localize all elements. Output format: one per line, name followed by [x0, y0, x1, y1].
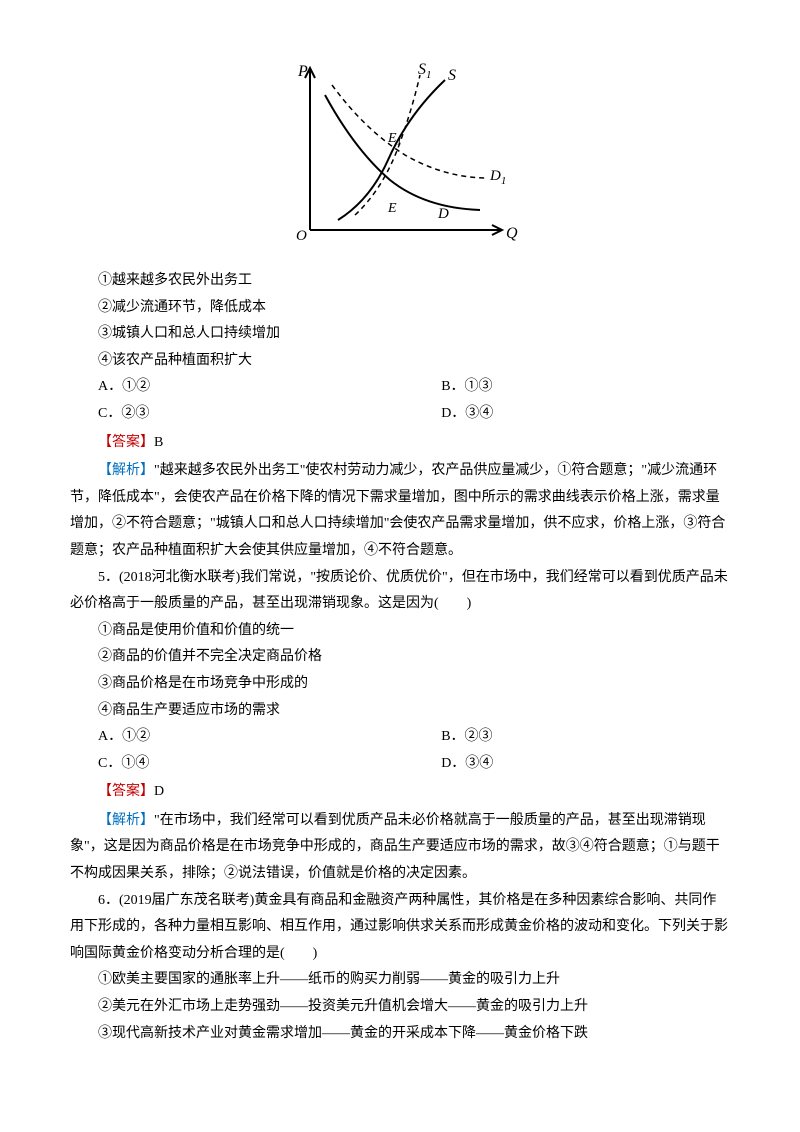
q5-answer: D	[154, 784, 164, 799]
axis-q-label: Q	[506, 225, 518, 242]
svg-text:E1: E1	[387, 131, 402, 148]
q4-answer: B	[154, 435, 163, 450]
q4-answer-label: 【答案】	[98, 433, 154, 449]
s-label: S	[448, 67, 456, 84]
q4-option4: ④该农产品种植面积扩大	[70, 348, 730, 375]
q5-explanation: "在市场中，我们经常可以看到优质产品未必价格就高于一般质量的产品，甚至出现滞销现…	[70, 813, 720, 881]
e-label: E	[387, 201, 397, 216]
q4-choice-a: A．①②	[70, 374, 413, 401]
q5-option2: ②商品的价值并不完全决定商品价格	[70, 644, 730, 671]
q6-option3: ③现代高新技术产业对黄金需求增加——黄金的开采成本下降——黄金价格下跌	[70, 1021, 730, 1048]
q5-option3: ③商品价格是在市场竞争中形成的	[70, 671, 730, 698]
q5-answer-label: 【答案】	[98, 782, 154, 798]
q5-option1: ①商品是使用价值和价值的统一	[70, 618, 730, 645]
q4-choice-c: C．②③	[70, 401, 413, 428]
q5-choice-c: C．①④	[70, 751, 413, 778]
svg-text:D1: D1	[489, 168, 506, 187]
q5-choice-b: B．②③	[413, 724, 730, 751]
q5-option4: ④商品生产要适应市场的需求	[70, 698, 730, 725]
q5-answer-line: 【答案】D	[70, 777, 730, 806]
q4-option3: ③城镇人口和总人口持续增加	[70, 321, 730, 348]
q4-choice-d: D．③④	[413, 401, 730, 428]
d-label: D	[437, 206, 449, 222]
q6-stem: 6．(2019届广东茂名联考)黄金具有商品和金融资产两种属性，其价格是在多种因素…	[70, 888, 730, 968]
s1-sub: 1	[426, 69, 432, 81]
origin-label: O	[296, 228, 307, 244]
q4-explanation: "越来越多农民外出务工"使农村劳动力减少，农产品供应量减少，①符合题意；"减少流…	[70, 463, 725, 558]
supply-demand-chart: P Q O S S1 D D1 E E1	[70, 60, 730, 260]
axis-p-label: P	[297, 63, 308, 80]
e1-label: E	[387, 131, 397, 146]
q6-option1: ①欧美主要国家的通胀率上升——纸币的购买力削弱——黄金的吸引力上升	[70, 967, 730, 994]
q4-option2: ②减少流通环节，降低成本	[70, 295, 730, 322]
q5-choice-a: A．①②	[70, 724, 413, 751]
q4-answer-line: 【答案】B	[70, 428, 730, 457]
q5-stem: 5．(2018河北衡水联考)我们常说，"按质论价、优质优价"，但在市场中，我们经…	[70, 565, 730, 618]
q5-exp-label: 【解析】	[98, 811, 154, 827]
q5-explanation-line: 【解析】"在市场中，我们经常可以看到优质产品未必价格就高于一般质量的产品，甚至出…	[70, 806, 730, 888]
q6-option2: ②美元在外汇市场上走势强劲——投资美元升值机会增大——黄金的吸引力上升	[70, 994, 730, 1021]
d1-label: D	[489, 168, 501, 184]
e1-sub: 1	[397, 137, 402, 148]
d1-sub: 1	[501, 175, 507, 187]
q4-exp-label: 【解析】	[98, 461, 154, 477]
q5-choice-d: D．③④	[413, 751, 730, 778]
q4-choice-b: B．①③	[413, 374, 730, 401]
q4-explanation-line: 【解析】"越来越多农民外出务工"使农村劳动力减少，农产品供应量减少，①符合题意；…	[70, 456, 730, 564]
q4-option1: ①越来越多农民外出务工	[70, 268, 730, 295]
s1-label: S	[418, 61, 426, 78]
